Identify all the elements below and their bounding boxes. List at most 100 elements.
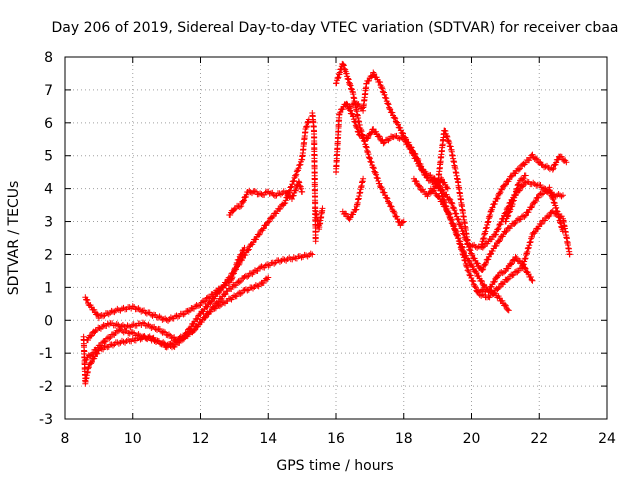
data-point xyxy=(535,194,542,201)
data-point xyxy=(529,151,536,158)
x-tick-label: 20 xyxy=(463,431,481,447)
data-point xyxy=(451,225,458,232)
data-point xyxy=(88,332,95,339)
data-point xyxy=(366,155,373,162)
data-point xyxy=(532,228,539,235)
data-point xyxy=(546,212,553,219)
data-point xyxy=(202,314,209,321)
data-point xyxy=(180,311,187,318)
data-point xyxy=(446,213,453,220)
data-point xyxy=(284,190,291,197)
grid xyxy=(65,57,607,419)
data-point xyxy=(98,342,105,349)
series-track-12 xyxy=(410,174,451,200)
data-point xyxy=(366,77,373,84)
data-point xyxy=(415,182,422,189)
data-point xyxy=(240,197,247,204)
data-point xyxy=(387,203,394,210)
data-point xyxy=(485,256,492,263)
data-point xyxy=(532,198,539,205)
data-point xyxy=(465,241,472,248)
data-point xyxy=(416,162,423,169)
series-track-16 xyxy=(309,109,319,245)
data-point xyxy=(290,177,297,184)
data-point xyxy=(96,324,103,331)
data-point xyxy=(512,170,519,177)
data-point xyxy=(319,205,326,212)
data-point xyxy=(251,188,258,195)
data-point xyxy=(467,272,474,279)
data-point xyxy=(252,282,259,289)
data-point xyxy=(541,164,548,171)
data-point xyxy=(236,279,243,286)
data-point xyxy=(255,231,262,238)
data-point xyxy=(173,336,180,343)
data-point xyxy=(193,316,200,323)
data-point xyxy=(522,265,529,272)
data-point xyxy=(253,236,260,243)
data-point xyxy=(227,295,234,302)
data-point xyxy=(558,153,565,160)
data-point xyxy=(245,272,252,279)
data-point xyxy=(277,205,284,212)
data-point xyxy=(427,189,434,196)
data-point xyxy=(502,302,509,309)
series-track-11 xyxy=(431,175,566,273)
data-point xyxy=(221,291,228,298)
data-point xyxy=(508,173,515,180)
data-point xyxy=(441,202,448,209)
data-point xyxy=(133,306,140,313)
data-point xyxy=(412,155,419,162)
data-point xyxy=(385,101,392,108)
data-point xyxy=(502,301,509,308)
data-point xyxy=(545,213,552,220)
data-point xyxy=(495,285,502,292)
data-point xyxy=(282,197,289,204)
data-point xyxy=(371,71,378,78)
data-point xyxy=(237,290,244,297)
data-point xyxy=(519,260,526,267)
data-point xyxy=(281,200,288,207)
data-point xyxy=(265,274,272,281)
data-point xyxy=(184,307,191,314)
data-point xyxy=(347,214,354,221)
data-point xyxy=(546,166,553,173)
data-point xyxy=(365,134,372,141)
data-point xyxy=(383,194,390,201)
data-point xyxy=(473,269,480,276)
data-point xyxy=(204,303,211,310)
data-point xyxy=(370,69,377,76)
series-track-3 xyxy=(82,244,248,324)
data-point xyxy=(100,322,107,329)
data-point xyxy=(495,225,502,232)
data-point xyxy=(356,132,363,139)
data-point xyxy=(466,246,473,253)
data-point xyxy=(92,328,99,335)
data-point xyxy=(528,276,535,283)
data-point xyxy=(238,250,245,257)
data-point xyxy=(438,174,445,181)
data-point xyxy=(381,139,388,146)
data-point xyxy=(494,195,501,202)
data-point xyxy=(515,180,522,187)
data-point xyxy=(529,277,536,284)
data-point xyxy=(452,226,459,233)
data-point xyxy=(160,328,167,335)
data-point xyxy=(392,115,399,122)
data-point xyxy=(449,204,456,211)
data-point xyxy=(542,163,549,170)
data-point xyxy=(525,209,532,216)
data-point xyxy=(383,95,390,102)
data-point xyxy=(191,326,198,333)
data-point xyxy=(292,186,299,193)
data-point xyxy=(479,266,486,273)
data-point xyxy=(410,152,417,159)
data-point xyxy=(218,295,225,302)
data-point xyxy=(408,146,415,153)
data-point xyxy=(262,189,269,196)
data-point xyxy=(439,198,446,205)
data-point xyxy=(445,209,452,216)
y-axis-label: SDTVAR / TECUs xyxy=(6,181,22,296)
